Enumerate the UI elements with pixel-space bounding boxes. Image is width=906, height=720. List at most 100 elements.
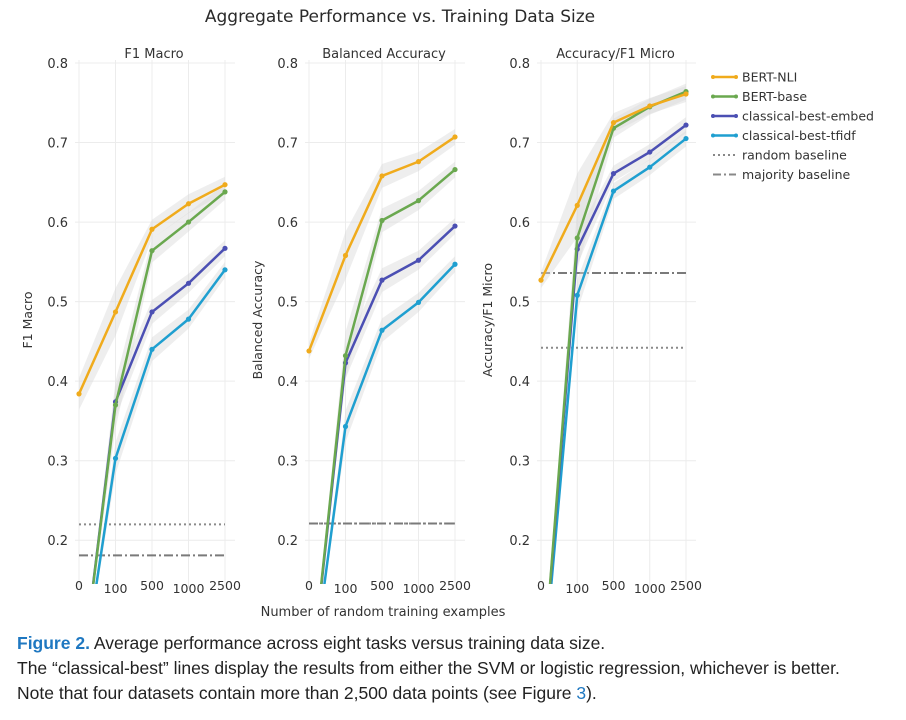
data-point <box>415 198 422 204</box>
data-point <box>574 292 580 298</box>
data-point <box>185 280 192 286</box>
x-axis-label: Number of random training examples <box>261 605 506 620</box>
caption-label: Figure 2. <box>17 633 90 653</box>
y-tick-label: 0.7 <box>277 137 298 152</box>
x-tick-label: 500 <box>370 578 394 593</box>
panel-2: Balanced Accuracy 0.2 0.3 0.4 0.5 0.6 0.7 0.8 0 1… <box>250 47 471 596</box>
panel-title: Balanced Accuracy <box>322 47 446 62</box>
data-point <box>452 261 458 267</box>
data-point <box>610 120 617 126</box>
data-point <box>342 423 349 430</box>
data-point <box>342 252 349 259</box>
data-point <box>415 159 422 165</box>
data-point <box>149 309 155 315</box>
panel-3: Accuracy/F1 Micro 0.2 0.3 0.4 0.5 0.6 0.7 0.8 0 1… <box>480 47 702 596</box>
data-point <box>683 135 689 142</box>
legend-marker <box>734 133 738 138</box>
data-point <box>379 327 385 333</box>
x-tick-label: 1000 <box>403 581 435 596</box>
panel-1: F1 Macro 0.2 0.3 0.4 0.5 0.6 0.7 0.8 0 100 500 1000… <box>20 47 241 596</box>
legend-marker <box>734 75 738 79</box>
chart-legend: BERT-NLI BERT-base classical-best-embed cla… <box>711 70 874 182</box>
plot-area <box>306 129 458 584</box>
y-tick-label: 0.2 <box>277 534 298 549</box>
data-point <box>452 134 458 140</box>
figure-caption: Figure 2. Average performance across eig… <box>17 631 902 706</box>
data-point <box>452 166 458 173</box>
data-point <box>149 248 155 254</box>
data-point <box>222 189 228 195</box>
legend-marker <box>711 114 715 118</box>
y-tick-label: 0.7 <box>509 137 530 152</box>
confidence-band <box>79 176 225 410</box>
legend-marker <box>711 94 715 99</box>
data-point <box>610 188 617 194</box>
x-tick-label: 0 <box>75 578 83 593</box>
data-point <box>610 170 617 177</box>
data-point <box>342 353 349 359</box>
x-tick-label: 100 <box>104 581 128 596</box>
data-point <box>112 309 119 315</box>
legend-marker <box>711 133 715 138</box>
caption-line-2: The “classical-best” lines display the r… <box>17 656 902 681</box>
legend-label: majority baseline <box>742 167 851 182</box>
y-tick-label: 0.2 <box>509 534 530 549</box>
caption-text-3a: Note that four datasets contain more tha… <box>17 683 577 703</box>
y-tick-label: 0.8 <box>509 57 530 72</box>
data-point <box>222 245 228 251</box>
legend-item: BERT-NLI <box>711 70 797 85</box>
data-point <box>76 391 82 397</box>
data-point <box>452 223 458 229</box>
data-point <box>538 277 544 283</box>
x-tick-label: 2500 <box>670 578 702 593</box>
y-tick-label: 0.3 <box>277 455 298 470</box>
x-tick-label: 2500 <box>439 578 471 593</box>
legend-item: random baseline <box>713 148 847 163</box>
data-point <box>222 267 228 273</box>
legend-label: classical-best-tfidf <box>742 128 856 143</box>
confidence-band <box>92 183 225 584</box>
data-point <box>185 219 192 225</box>
y-tick-label: 0.6 <box>277 216 298 231</box>
caption-line-3: Note that four datasets contain more tha… <box>17 681 902 706</box>
legend-marker <box>734 114 738 118</box>
x-tick-label: 1000 <box>634 581 666 596</box>
data-point <box>379 217 385 224</box>
confidence-band <box>549 83 686 584</box>
data-point <box>415 299 422 306</box>
y-tick-label: 0.3 <box>47 455 68 470</box>
caption-text-3b: ). <box>586 683 597 703</box>
legend-marker <box>711 75 715 79</box>
y-tick-label: 0.4 <box>509 375 530 390</box>
confidence-band <box>95 261 225 584</box>
data-point <box>149 346 155 352</box>
plot-area <box>538 83 689 584</box>
y-tick-label: 0.5 <box>277 296 298 311</box>
panel-title: Accuracy/F1 Micro <box>556 47 675 62</box>
data-point <box>185 201 192 207</box>
data-point <box>683 91 689 97</box>
legend-label: BERT-base <box>742 89 807 104</box>
data-point <box>112 402 119 408</box>
y-tick-label: 0.6 <box>509 216 530 231</box>
data-point <box>306 348 312 354</box>
caption-text-2: The “classical-best” lines display the r… <box>17 658 840 678</box>
x-tick-label: 500 <box>602 578 626 593</box>
y-tick-label: 0.4 <box>47 375 68 390</box>
caption-figure-link[interactable]: 3 <box>576 683 587 703</box>
data-point <box>185 316 192 322</box>
x-tick-label: 0 <box>537 578 545 593</box>
x-tick-label: 1000 <box>173 581 205 596</box>
y-axis-label: Balanced Accuracy <box>250 260 265 379</box>
y-tick-label: 0.4 <box>277 375 298 390</box>
legend-item: classical-best-embed <box>711 109 874 124</box>
data-point <box>415 257 422 263</box>
y-tick-label: 0.5 <box>509 296 530 311</box>
legend-label: random baseline <box>742 148 847 163</box>
legend-label: BERT-NLI <box>742 70 797 85</box>
data-point <box>574 235 580 241</box>
legend-marker <box>734 94 738 99</box>
caption-text-1: Average performance across eight tasks v… <box>93 633 606 653</box>
